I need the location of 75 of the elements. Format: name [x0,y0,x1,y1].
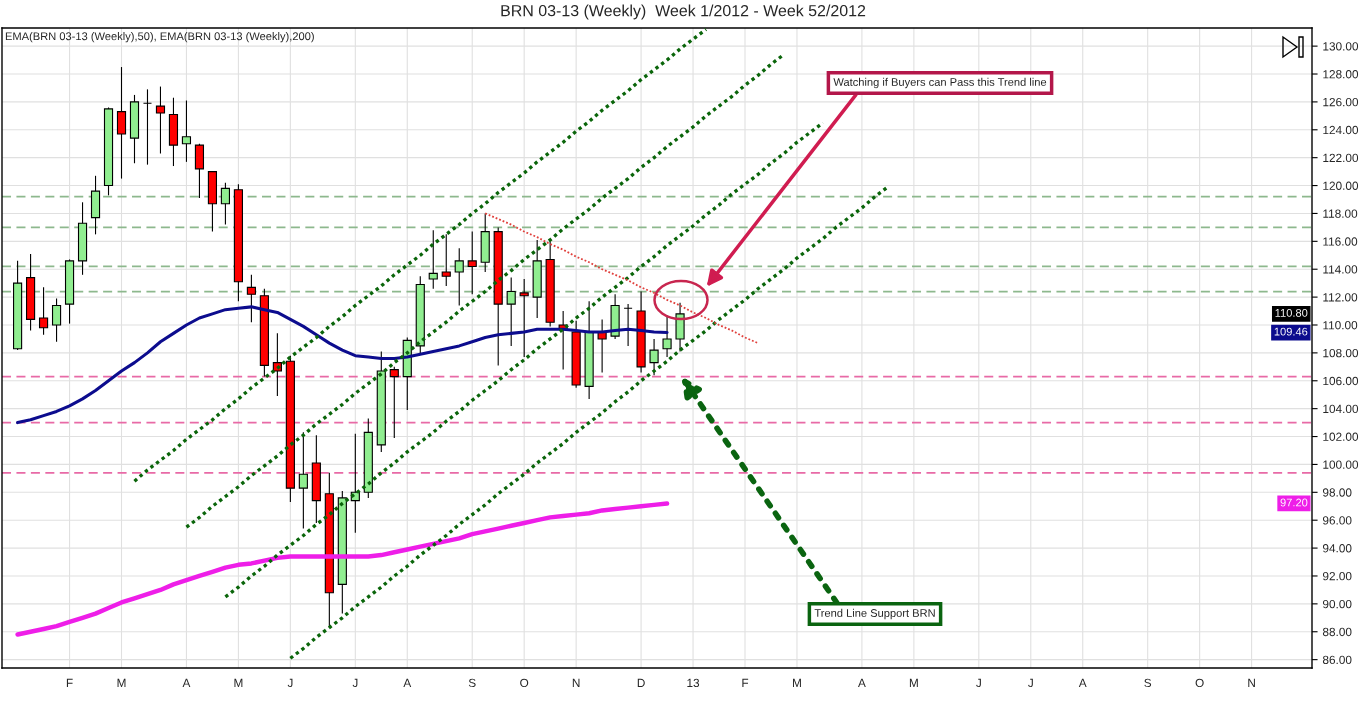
x-tick-label: F [742,678,749,687]
x-tick-label: A [182,678,191,687]
line-series [484,212,759,345]
x-tick-label: A [403,678,412,687]
x-tick-label: N [1248,678,1255,687]
candlestick [467,231,477,295]
candlestick [441,233,451,287]
y-tick-label: 126.00 [1323,97,1359,107]
x-tick-label: A [1078,678,1087,687]
candlestick [220,182,231,226]
annotation: 109.46 [1274,327,1308,336]
x-tick-label: M [117,678,126,687]
x-tick-label: J [1028,678,1033,688]
annotation: Watching if Buyers can Pass this Trend line [833,77,1047,89]
x-tick-label: J [352,678,358,688]
candlestick [597,318,607,373]
candlestick [155,86,166,155]
candlestick [246,274,256,323]
candlestick [116,66,127,180]
text: 110.80 [1275,308,1308,317]
y-tick-label: 112.00 [1323,293,1358,302]
candlestick [389,366,399,439]
y-tick-label: 106.00 [1323,376,1359,386]
x-tick-label: J [287,678,293,688]
annotation: EMA(BRN 03-13 (Weekly),50), EMA(BRN 03-13 (Weekly),200) [5,32,314,43]
x-tick-label: S [468,678,476,688]
y-tick-label: 118.00 [1323,209,1358,218]
y-tick-label: 100.00 [1323,460,1359,469]
x-tick-label: O [1195,678,1204,688]
y-tick-label: 120.00 [1323,181,1359,190]
line-series [15,501,670,637]
y-tick-label: 88.00 [1322,627,1352,637]
y-tick-label: 92.00 [1322,572,1352,581]
y-tick-label: 110.00 [1323,321,1358,330]
y-tick-label: 124.00 [1323,125,1359,135]
x-tick-label: M [234,678,243,687]
line-series [184,52,786,529]
x-tick-label: S [1144,678,1152,688]
candlestick [38,286,49,336]
x-tick-label: M [793,678,801,687]
candlestick [454,247,464,307]
x-tick-label: A [858,678,866,687]
y-tick-label: 102.00 [1323,432,1359,441]
y-tick-label: 98.00 [1322,488,1352,497]
y-tick-label: 96.00 [1322,516,1352,525]
line-series [16,305,669,425]
y-tick-label: 104.00 [1323,404,1359,414]
candlestick [194,143,205,199]
x-tick-label: O [520,678,529,688]
y-tick-label: 90.00 [1322,599,1352,609]
y-tick-label: 94.00 [1322,544,1352,553]
candlestick [519,278,529,358]
annotation: Trend Line Support BRN [814,608,935,620]
x-tick-label: D [637,678,645,687]
candlestick [428,229,438,290]
y-tick-label: 86.00 [1322,655,1352,665]
x-tick-label: M [909,678,918,687]
y-tick-label: 108.00 [1323,348,1359,358]
y-tick-label: 114.00 [1323,265,1358,274]
candlestick [181,99,192,163]
candlestick [649,338,659,376]
annotation: 97.20 [1280,498,1308,507]
x-tick-label: F [66,678,73,687]
y-tick-label: 130.00 [1323,42,1359,51]
candlestick [298,431,308,530]
y-tick-label: 128.00 [1323,70,1359,79]
chart-title: BRN 03-13 (Weekly) Week 1/2012 - Week 52/2012 [501,4,866,20]
candlestick [506,277,516,347]
y-tick-label: 116.00 [1323,237,1358,246]
candlestick [662,314,672,358]
x-tick-label: 13 [687,678,700,688]
candlestick [51,297,62,343]
x-tick-label: J [976,678,981,688]
y-tick-label: 122.00 [1323,153,1359,163]
x-tick-label: N [572,678,580,687]
